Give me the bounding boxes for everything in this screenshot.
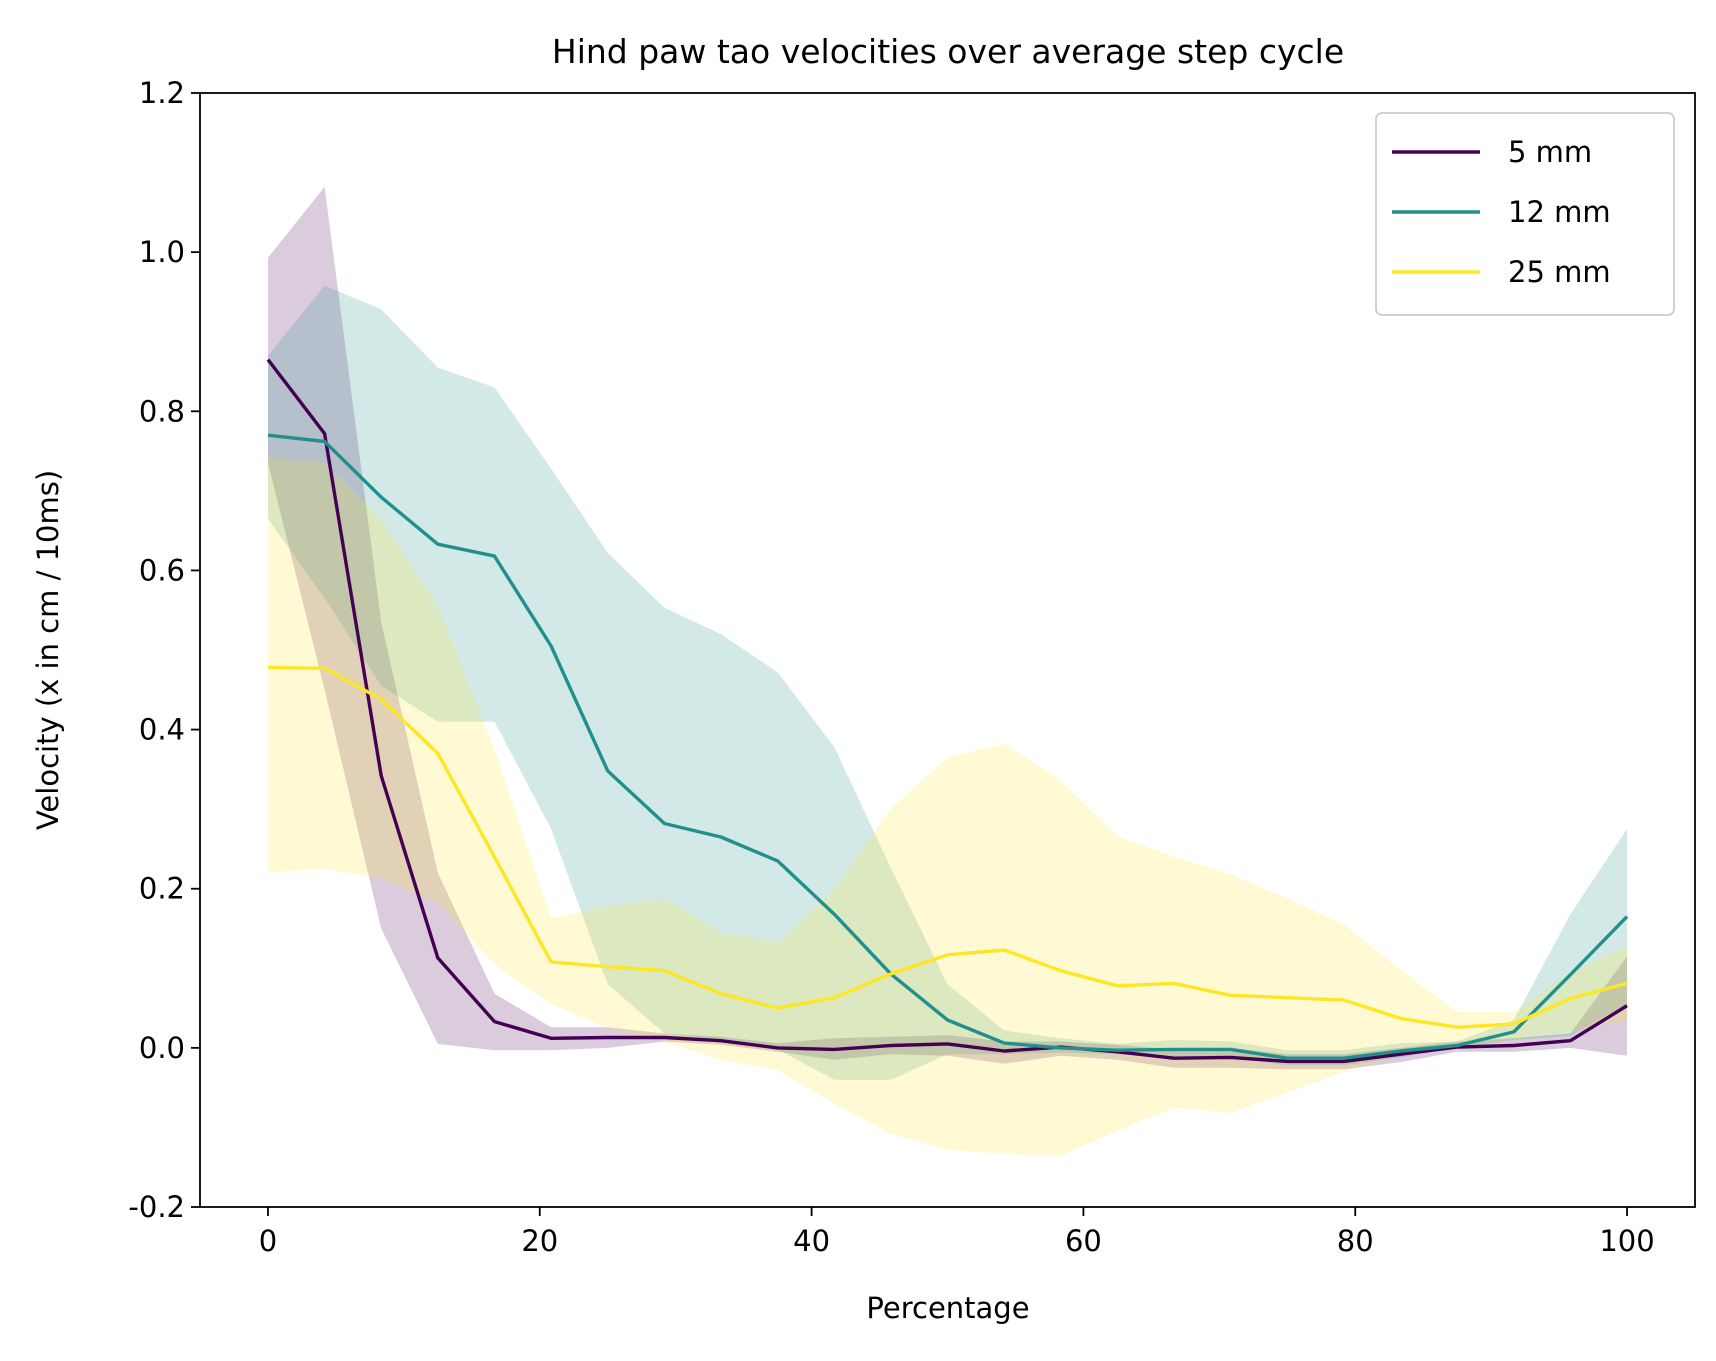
legend-box [1375,112,1675,316]
y-tick-label: 1.2 [139,76,185,110]
confidence-bands [268,186,1627,1157]
y-tick-label: -0.2 [128,1190,185,1224]
line-12-mm [267,433,1629,1060]
line-5-mm [266,358,1628,1064]
series-lines [266,358,1629,1064]
y-tick-label: 0.6 [139,553,185,587]
x-axis-label: Percentage [866,1291,1029,1325]
x-tick-label: 60 [1065,1224,1102,1258]
y-tick-label: 0.0 [139,1031,185,1065]
x-axis: 0 20 40 60 80 100 [259,1207,1655,1258]
y-tick-label: 1.0 [139,235,185,269]
x-tick-label: 80 [1337,1224,1374,1258]
plot-frame [199,92,1696,1208]
legend-label-5-mm: 5 mm [1508,135,1592,169]
legend-label-12-mm: 12 mm [1508,195,1611,229]
x-tick-label: 100 [1599,1224,1654,1258]
y-tick-label: 0.2 [139,872,185,906]
y-tick-label: 0.8 [139,394,185,428]
band-12-mm [268,285,1627,1080]
x-tick-label: 0 [259,1224,277,1258]
x-tick-label: 20 [521,1224,558,1258]
legend: 5 mm 12 mm 25 mm [1375,112,1675,316]
y-axis-label: Velocity (x in cm / 10ms) [31,470,65,830]
line-25-mm [267,665,1628,1029]
legend-label-25-mm: 25 mm [1508,255,1611,289]
band-25-mm [268,457,1627,1157]
y-tick-label: 0.4 [139,713,185,747]
y-axis: -0.2 0.0 0.2 0.4 0.6 0.8 1.0 1.2 [128,76,200,1224]
chart-title: Hind paw tao velocities over average ste… [552,32,1344,71]
x-tick-label: 40 [793,1224,830,1258]
